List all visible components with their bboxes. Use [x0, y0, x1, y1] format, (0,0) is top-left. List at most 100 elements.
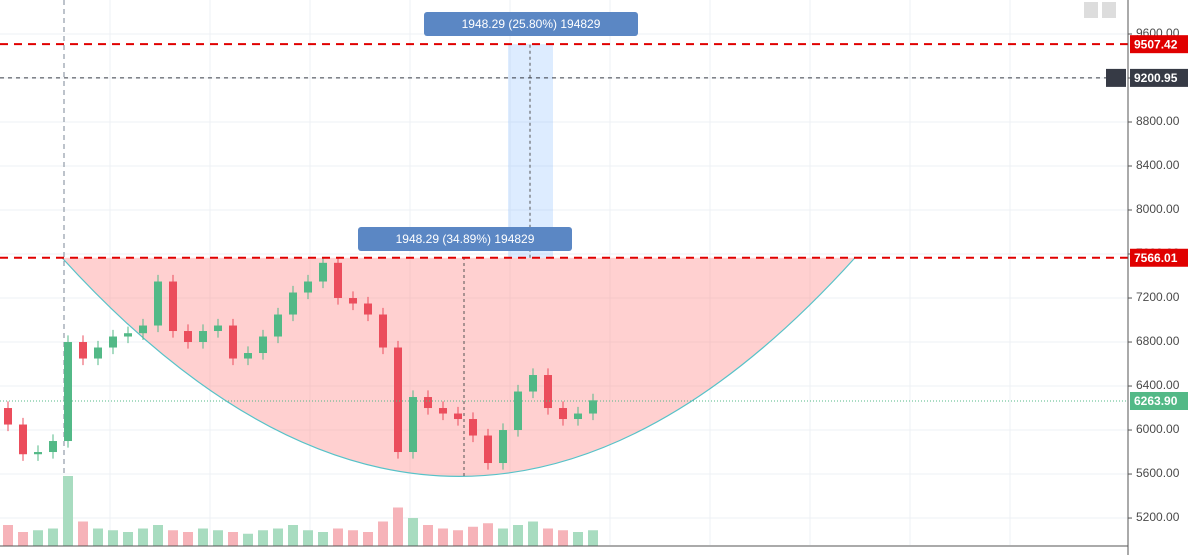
candle-body	[574, 413, 582, 420]
candle-body	[169, 281, 177, 332]
volume-bar	[123, 532, 133, 546]
plot: 5200.00 5600.00 6000.00 6400.00 6800.00 7200.…	[0, 0, 1188, 546]
candle-body	[229, 325, 237, 359]
volume-bar	[543, 528, 553, 546]
volume-bar	[333, 528, 343, 546]
crosshair-plus	[1106, 68, 1126, 87]
volume-bar	[303, 530, 313, 546]
candle-body	[409, 397, 417, 453]
candle-body	[289, 292, 297, 315]
volume-bar	[498, 528, 508, 546]
volume-bar	[348, 530, 358, 546]
candle-body	[379, 314, 387, 348]
y-tick-label: 8400.00	[1136, 158, 1180, 172]
candle-body	[64, 342, 72, 442]
price-label-bg	[1130, 35, 1188, 54]
candle-body	[274, 314, 282, 337]
price-label-bg	[1130, 391, 1188, 410]
volume-bar	[453, 530, 463, 546]
candle-body	[304, 281, 312, 293]
candle-body	[94, 347, 102, 359]
candle-body	[184, 331, 192, 343]
candle-body	[484, 435, 492, 464]
candle-body	[319, 262, 327, 282]
y-tick-label: 5600.00	[1136, 466, 1180, 480]
volume-bar	[33, 530, 43, 546]
volume-bar	[378, 521, 388, 546]
volume-bar	[273, 528, 283, 546]
volume-bar	[258, 530, 268, 546]
candle-body	[79, 342, 87, 359]
price-label-bg	[1130, 248, 1188, 267]
y-tick-label: 6800.00	[1136, 334, 1180, 348]
candle-body	[19, 424, 27, 455]
price-label: 9507.42	[1134, 37, 1178, 51]
y-tick-label: 6400.00	[1136, 378, 1180, 392]
volume-bar	[213, 530, 223, 546]
volume-bar	[3, 525, 13, 546]
volume-bar	[363, 532, 373, 546]
candle-body	[214, 325, 222, 332]
price-label: 9200.95	[1134, 71, 1178, 85]
volume-bar	[423, 525, 433, 546]
candle-body	[154, 281, 162, 326]
icon[interactable]	[1102, 2, 1116, 18]
price-label-bg	[1130, 68, 1188, 87]
bowl-edge	[61, 257, 856, 477]
candle-body	[514, 391, 522, 431]
measure-label: 1948.29 (34.89%) 194829	[396, 232, 535, 246]
volume-bar	[468, 526, 478, 546]
volume-bar	[558, 530, 568, 546]
candle-body	[439, 408, 447, 414]
candle-body	[109, 336, 117, 348]
candle-body	[334, 262, 342, 299]
measure-box	[508, 44, 553, 258]
candle-body	[559, 408, 567, 420]
volume-bar	[408, 518, 418, 546]
volume-bar	[228, 532, 238, 546]
candle-body	[124, 333, 132, 337]
candle-body	[199, 331, 207, 343]
volume-bar	[573, 532, 583, 546]
volume-bar	[63, 476, 73, 546]
volume-bar	[153, 525, 163, 546]
price-label: 7566.01	[1134, 251, 1178, 265]
candle-body	[244, 353, 252, 359]
volume-bar	[138, 528, 148, 546]
candle-body	[364, 303, 372, 315]
volume-bar	[108, 530, 118, 546]
volume-bar	[168, 530, 178, 546]
volume-bar	[198, 528, 208, 546]
icon[interactable]	[1084, 2, 1098, 18]
measure-label-bg	[358, 227, 572, 251]
measure-label: 1948.29 (25.80%) 194829	[462, 17, 601, 31]
volume-bar	[183, 532, 193, 546]
price-label: 6263.90	[1134, 394, 1178, 408]
candle-body	[349, 298, 357, 304]
candle-body	[424, 397, 432, 409]
volume-bar	[588, 530, 598, 546]
volume-bar	[288, 525, 298, 546]
volume-bar	[93, 528, 103, 546]
volume-bar	[438, 528, 448, 546]
candle-body	[49, 441, 57, 453]
volume-bar	[318, 532, 328, 546]
volume-bar	[78, 521, 88, 546]
volume-bar	[483, 523, 493, 546]
candle-body	[4, 408, 12, 425]
candle-body	[259, 336, 267, 354]
volume-bar	[48, 528, 58, 546]
candle-body	[454, 413, 462, 420]
y-tick-label: 5200.00	[1136, 510, 1180, 524]
volume-bar	[393, 507, 403, 546]
candle-body	[589, 400, 597, 414]
volume-bar	[18, 532, 28, 546]
candle-body	[394, 347, 402, 453]
y-tick-label: 8000.00	[1136, 202, 1180, 216]
y-tick-label: 7200.00	[1136, 290, 1180, 304]
candle-body	[499, 430, 507, 464]
measure-label-bg	[424, 12, 638, 36]
candle-body	[469, 419, 477, 436]
candle-body	[34, 452, 42, 455]
